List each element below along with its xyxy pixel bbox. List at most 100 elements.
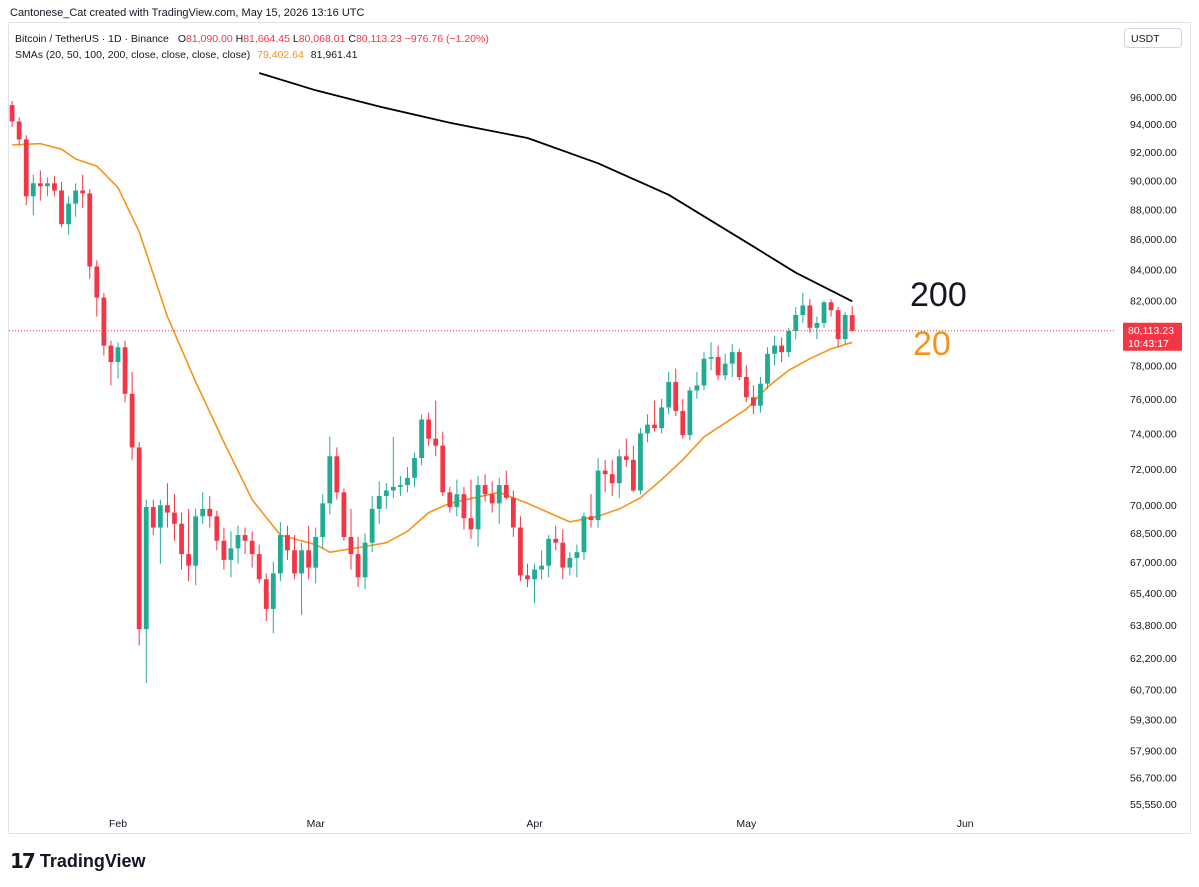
candle-body [214, 516, 220, 541]
candle-body [842, 314, 848, 340]
y-tick-label: 74,000.00 [1130, 428, 1177, 440]
candle-body [327, 456, 333, 504]
currency-button[interactable]: USDT [1124, 28, 1182, 48]
candle-body [426, 419, 432, 439]
y-tick-label: 96,000.00 [1130, 92, 1177, 104]
candle-body [454, 494, 460, 508]
tradingview-logo[interactable]: 17 TradingView [10, 849, 146, 873]
candle-body [525, 575, 530, 580]
last-price-badge [1123, 322, 1182, 351]
chart-credit: Cantonese_Cat created with TradingView.c… [10, 7, 365, 19]
candle-body [638, 433, 643, 491]
candle-body [779, 345, 785, 353]
chart-frame [8, 22, 1191, 834]
y-tick-label: 84,000.00 [1130, 265, 1177, 277]
candle-body [793, 314, 799, 332]
candle-body [835, 310, 841, 340]
candle-body [722, 363, 728, 376]
candle-body [16, 121, 22, 140]
y-axis: 96,000.00 94,000.00 92,000.00 90,000.00 88,0… [1130, 92, 1177, 811]
candle-body [539, 565, 544, 570]
candle-body [101, 297, 107, 346]
candle-body [235, 535, 241, 549]
y-tick-label: 88,000.00 [1130, 204, 1177, 216]
high-value: 81,664.45 [243, 33, 290, 45]
candle-body [616, 456, 622, 484]
candle-body [602, 470, 608, 475]
candle-body [143, 507, 149, 630]
candle-body [786, 331, 792, 353]
y-tick-label: 76,000.00 [1130, 394, 1177, 406]
ohlc-legend: Bitcoin / TetherUS · 1D · Binance O81,09… [15, 31, 489, 47]
candle-body [729, 352, 735, 364]
candle-body [390, 486, 396, 491]
candle-body [532, 569, 537, 580]
candle-body [242, 535, 248, 541]
y-tick-label: 90,000.00 [1130, 175, 1177, 187]
candle-body [701, 358, 707, 386]
candle-body [715, 357, 721, 376]
candle-body [659, 407, 665, 429]
sma200-line [258, 72, 853, 303]
last-price-value: 80,113.23 [1128, 325, 1174, 337]
x-tick-label: May [736, 818, 757, 830]
candle-body [645, 424, 650, 434]
change-value: −976.76 (−1.20%) [404, 33, 489, 45]
candle-body [87, 193, 93, 267]
close-label: C [348, 33, 356, 45]
candle-body [849, 315, 855, 331]
candle-body [447, 492, 453, 508]
candle-body [609, 474, 615, 484]
candle-body [546, 538, 552, 566]
y-tick-label: 57,900.00 [1130, 745, 1177, 757]
sma-legend[interactable]: SMAs (20, 50, 100, 200, close, close, cl… [15, 47, 489, 63]
candle-body [751, 397, 756, 406]
low-value: 80,068.01 [298, 33, 346, 45]
candle-body [193, 516, 199, 566]
y-tick-label: 68,500.00 [1130, 528, 1177, 540]
y-tick-label: 82,000.00 [1130, 296, 1177, 308]
candle-body [108, 345, 114, 363]
candle-body [652, 424, 657, 429]
candle-body [9, 105, 15, 122]
y-tick-label: 62,200.00 [1130, 653, 1177, 665]
brand-name: TradingView [39, 850, 146, 871]
candle-body [510, 497, 516, 528]
candle-body [736, 352, 742, 377]
low-label: L [292, 33, 299, 45]
candle-body [595, 470, 601, 521]
tradingview-logo-icon: 17 [10, 849, 36, 873]
y-tick-label: 70,000.00 [1130, 500, 1177, 512]
y-tick-label: 60,700.00 [1130, 684, 1177, 696]
candle-body [172, 512, 177, 524]
candle-body [581, 516, 587, 553]
y-tick-label: 63,800.00 [1130, 620, 1177, 632]
y-tick-label: 56,700.00 [1130, 773, 1177, 785]
annotation-20: 20 [913, 325, 951, 363]
candle-body [59, 190, 64, 225]
open-label: O [177, 33, 186, 45]
symbol-label[interactable]: Bitcoin / TetherUS · 1D · Binance [15, 33, 169, 45]
y-tick-label: 67,000.00 [1130, 557, 1177, 569]
candle-body [200, 508, 206, 517]
y-tick-label: 78,000.00 [1130, 360, 1177, 372]
candle-body [419, 419, 424, 459]
candle-body [320, 503, 326, 537]
candle-body [129, 393, 135, 448]
candle-body [743, 376, 749, 398]
candle-body [468, 518, 474, 530]
candle-body [292, 550, 297, 574]
candle-body [270, 573, 276, 609]
candle-body [52, 183, 57, 191]
candle-body [807, 305, 813, 328]
candle-body [341, 492, 347, 537]
sma200-value: 81,961.41 [310, 49, 358, 61]
sma20-value: 79,402.64 [257, 49, 304, 61]
candle-body [708, 357, 714, 359]
candle-body [623, 456, 629, 460]
candle-body [680, 410, 686, 436]
candle-body [263, 579, 269, 609]
candle-body [567, 557, 573, 568]
candle-body [165, 505, 170, 513]
